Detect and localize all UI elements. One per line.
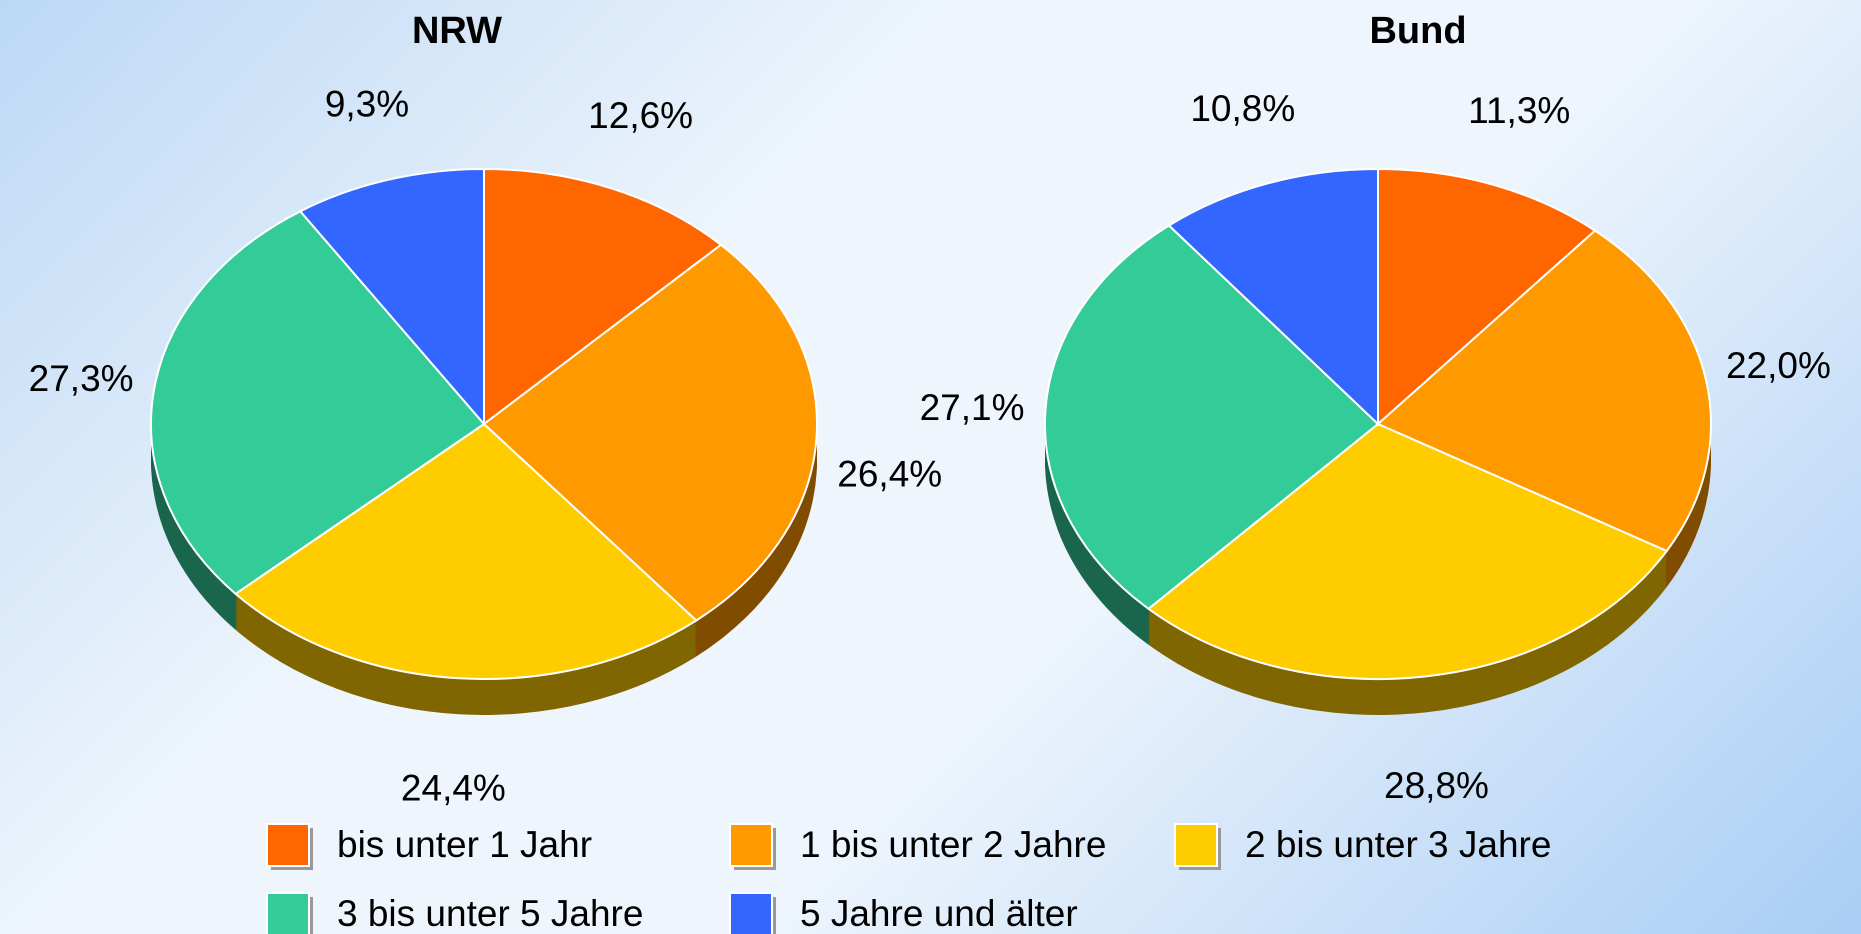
slice bbox=[1146, 422, 1669, 680]
data-label: 22,0% bbox=[1726, 345, 1831, 386]
slice bbox=[1167, 167, 1379, 427]
data-label: 28,8% bbox=[1384, 765, 1489, 806]
slice bbox=[1376, 229, 1712, 553]
legend-label: bis unter 1 Jahr bbox=[337, 824, 592, 865]
data-label: 9,3% bbox=[325, 83, 409, 124]
data-label: 11,3% bbox=[1468, 90, 1570, 131]
data-label: 24,4% bbox=[401, 767, 506, 808]
slice bbox=[483, 167, 723, 427]
data-label: 10,8% bbox=[1190, 88, 1295, 129]
slice bbox=[298, 167, 485, 427]
legend-label: 1 bis unter 2 Jahre bbox=[800, 824, 1106, 865]
data-label: 27,1% bbox=[920, 387, 1025, 428]
legend-swatch bbox=[266, 823, 310, 867]
data-label: 26,4% bbox=[837, 453, 942, 494]
slice bbox=[1377, 167, 1597, 427]
legend-label: 5 Jahre und älter bbox=[800, 893, 1078, 934]
legend-label: 3 bis unter 5 Jahre bbox=[337, 893, 643, 934]
slice bbox=[150, 210, 486, 596]
slice bbox=[1044, 224, 1380, 611]
legend-swatch bbox=[1174, 823, 1218, 867]
legend-swatch bbox=[729, 892, 773, 934]
legend-swatch bbox=[266, 892, 310, 934]
legend-swatch bbox=[729, 823, 773, 867]
data-label: 12,6% bbox=[588, 95, 693, 136]
slice bbox=[482, 243, 818, 622]
slice bbox=[233, 422, 698, 680]
legend-label: 2 bis unter 3 Jahre bbox=[1245, 824, 1551, 865]
chart-title: NRW bbox=[412, 10, 502, 52]
data-label: 27,3% bbox=[29, 358, 134, 399]
chart-title: Bund bbox=[1369, 10, 1466, 52]
